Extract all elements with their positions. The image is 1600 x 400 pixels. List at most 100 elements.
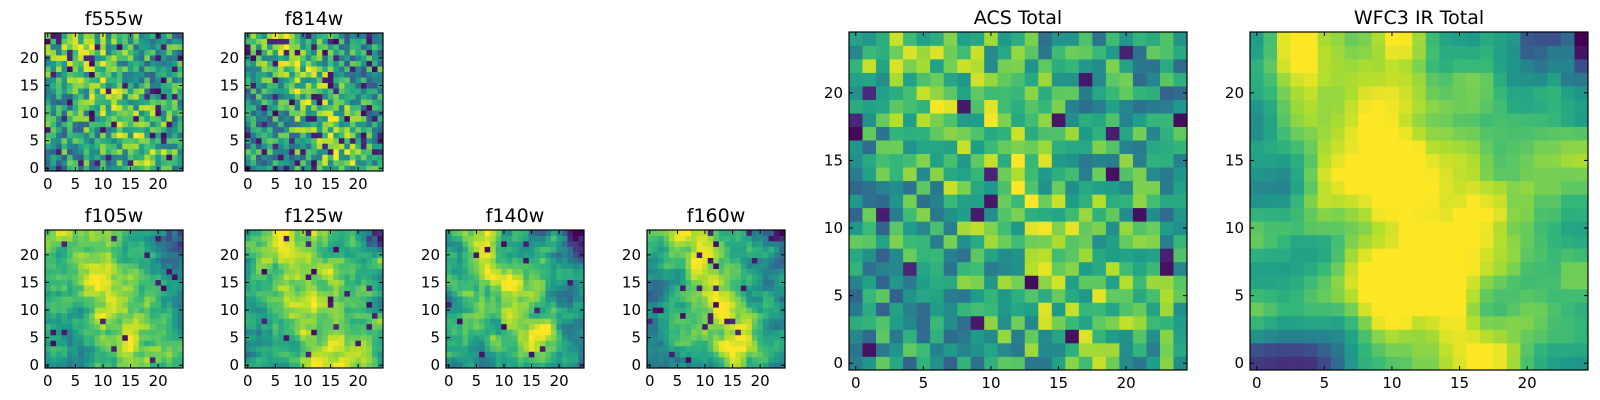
heatmap-cell [457, 252, 463, 258]
heatmap-cell [567, 301, 574, 308]
heatmap-cell [479, 252, 485, 258]
heatmap-cell [561, 268, 568, 275]
heatmap-cell [652, 323, 659, 330]
heatmap-cell [278, 77, 284, 84]
heatmap-cell [572, 318, 579, 325]
heatmap-cell [707, 345, 714, 352]
heatmap-cell [718, 257, 725, 264]
heatmap-cell [1452, 302, 1467, 317]
heatmap-cell [116, 312, 123, 319]
heatmap-cell [1466, 221, 1481, 236]
heatmap-cell [1331, 261, 1345, 276]
heatmap-cell [984, 275, 999, 290]
heatmap-cell [261, 351, 268, 358]
heatmap-cell [256, 44, 262, 50]
heatmap-cell [1092, 59, 1107, 73]
heatmap-cell [1065, 261, 1080, 276]
heatmap-cell [56, 252, 62, 258]
heatmap-cell [300, 334, 307, 341]
heatmap-cell [545, 241, 552, 247]
heatmap-cell [490, 340, 497, 347]
heatmap-cell [545, 340, 552, 347]
heatmap-cell [1065, 207, 1080, 222]
heatmap-cell [267, 60, 273, 67]
heatmap-cell [713, 351, 720, 358]
heatmap-cell [355, 82, 362, 89]
heatmap-cell [849, 153, 863, 168]
heatmap-cell [366, 329, 373, 336]
heatmap-cell [100, 132, 107, 139]
heatmap-cell [724, 252, 731, 258]
heatmap-cell [556, 279, 563, 286]
heatmap-cell [762, 323, 769, 330]
heatmap-cell [377, 99, 384, 106]
heatmap-cell [528, 246, 535, 253]
heatmap-cell [1547, 167, 1562, 182]
heatmap-cell [338, 60, 345, 67]
heatmap-cell [970, 302, 985, 317]
heatmap-cell [83, 263, 90, 269]
heatmap-cell [177, 143, 184, 150]
heatmap-cell [1371, 234, 1386, 249]
heatmap-cell [177, 154, 184, 161]
heatmap-cell [338, 345, 345, 352]
heatmap-cell [1024, 261, 1039, 276]
heatmap-cell [889, 99, 904, 114]
heatmap-cell [366, 307, 373, 314]
heatmap-cell [468, 323, 474, 330]
heatmap-cell [707, 235, 714, 242]
heatmap-cell [501, 351, 508, 358]
heatmap-cell [501, 323, 508, 330]
heatmap-cell [327, 110, 334, 117]
heatmap-cell [1051, 342, 1066, 357]
heatmap-cell [278, 301, 284, 308]
heatmap-cell [111, 77, 118, 84]
heatmap-cell [556, 334, 563, 341]
heatmap-cell [707, 340, 714, 347]
heatmap-cell [322, 66, 329, 72]
heatmap-cell [316, 159, 323, 166]
heatmap-cell [1051, 180, 1066, 195]
heatmap-cell [713, 246, 720, 253]
heatmap-cell [724, 241, 731, 247]
heatmap-cell [83, 44, 90, 50]
heatmap-cell [50, 88, 57, 95]
heatmap-cell [138, 312, 145, 319]
heatmap-cell [94, 345, 101, 352]
heatmap-cell [377, 312, 384, 319]
heatmap-cell [144, 307, 151, 314]
heatmap-cell [278, 279, 284, 286]
heatmap-cell [177, 318, 184, 325]
heatmap-cell [984, 167, 999, 182]
heatmap-cell [468, 268, 474, 275]
heatmap-cell [735, 285, 742, 292]
heatmap-cell [539, 235, 546, 242]
heatmap-cell [272, 307, 279, 314]
heatmap-cell [61, 99, 68, 106]
heatmap-cell [338, 132, 345, 139]
heatmap-cell [261, 241, 268, 247]
heatmap-cell [311, 257, 318, 264]
heatmap-cell [322, 143, 329, 150]
heatmap-cell [957, 329, 972, 344]
heatmap-cell [545, 252, 552, 258]
heatmap-cell [78, 132, 84, 139]
heatmap-cell [289, 55, 296, 61]
heatmap-cell [1344, 248, 1359, 263]
heatmap-cell [78, 143, 84, 150]
heatmap-cell [1385, 356, 1400, 371]
heatmap-cell [647, 318, 653, 325]
heatmap-cell [171, 268, 178, 275]
heatmap-cell [111, 71, 118, 78]
y-tick-label: 0 [430, 356, 440, 374]
heatmap-cell [757, 279, 764, 286]
heatmap-cell [305, 38, 312, 45]
heatmap-cell [344, 345, 351, 352]
heatmap-cell [1092, 234, 1107, 249]
heatmap-cell [283, 274, 290, 281]
heatmap-cell [256, 296, 262, 303]
heatmap-cell [1105, 86, 1120, 100]
heatmap-cell [773, 296, 780, 303]
heatmap-cell [740, 301, 747, 308]
heatmap-cell [256, 241, 262, 247]
